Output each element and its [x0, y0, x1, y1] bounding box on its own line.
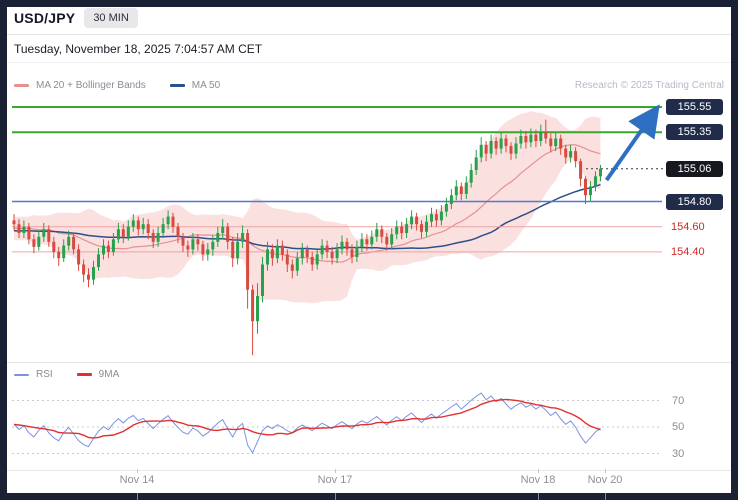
rsi-divider — [7, 362, 731, 363]
price-level-label-155.55: 155.55 — [666, 99, 723, 115]
frame-tick — [335, 493, 336, 500]
candles — [12, 119, 602, 356]
x-axis-tick — [605, 469, 606, 473]
indicator-legend: MA 20 + Bollinger Bands MA 50 — [14, 80, 220, 91]
price-level-label-155.06: 155.06 — [666, 161, 723, 177]
frame-tick — [605, 493, 606, 500]
axis-divider — [7, 470, 731, 471]
rsi-line — [13, 392, 601, 454]
x-axis-tick — [137, 469, 138, 473]
x-axis-tick — [335, 469, 336, 473]
x-axis-label-nov-17: Nov 17 — [317, 474, 353, 486]
timeframe-badge: 30 MIN — [84, 8, 138, 28]
price-level-label-154.80: 154.80 — [666, 194, 723, 210]
symbol-title: USD/JPY — [14, 10, 76, 26]
price-level-label-154.40: 154.40 — [671, 246, 705, 258]
chart-datetime: Tuesday, November 18, 2025 7:04:57 AM CE… — [14, 42, 263, 56]
frame-tick — [137, 493, 138, 500]
chart-background — [7, 7, 731, 493]
ma50-swatch — [169, 84, 185, 87]
rsi-axis-label-30: 30 — [672, 448, 685, 460]
x-axis-label-nov-18: Nov 18 — [520, 474, 556, 486]
date-divider — [7, 62, 731, 63]
research-credit: Research © 2025 Trading Central — [574, 80, 724, 91]
ma20-bollinger-swatch — [14, 84, 29, 87]
x-axis-tick — [538, 469, 539, 473]
header: USD/JPY 30 MIN — [14, 8, 138, 28]
rsi-swatch — [14, 373, 29, 376]
ma50-legend-label: MA 50 — [191, 80, 221, 91]
rsi-legend: RSI 9MA — [14, 369, 119, 380]
x-axis-label-nov-14: Nov 14 — [119, 474, 155, 486]
rsi-9ma-legend-label: 9MA — [98, 369, 120, 380]
rsi-9ma-line — [13, 398, 601, 439]
rsi-9ma-swatch — [76, 373, 92, 376]
projection-arrow — [604, 104, 660, 182]
bollinger-band — [13, 111, 601, 304]
frame-tick — [538, 493, 539, 500]
price-level-label-155.35: 155.35 — [666, 124, 723, 140]
x-axis-label-nov-20: Nov 20 — [587, 474, 623, 486]
rsi-axis-label-50: 50 — [672, 421, 685, 433]
rsi-axis-label-70: 70 — [672, 395, 685, 407]
rsi-legend-label: RSI — [36, 369, 53, 380]
ma20-legend-label: MA 20 + Bollinger Bands — [36, 80, 146, 91]
header-divider — [7, 34, 731, 35]
price-level-label-154.60: 154.60 — [671, 221, 705, 233]
